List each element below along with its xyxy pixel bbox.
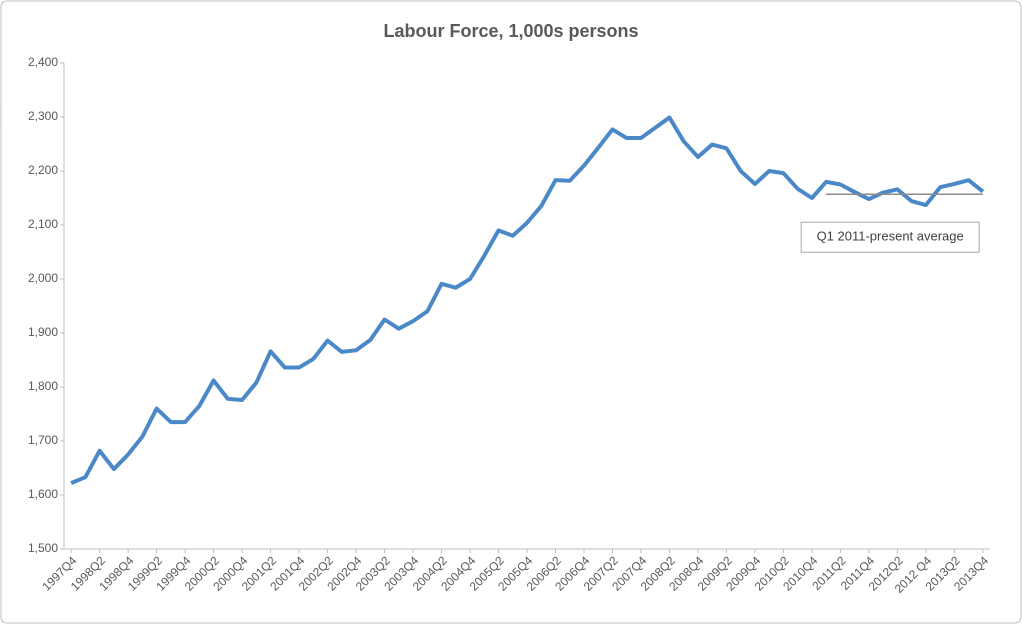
y-tick-label: 2,300 <box>28 109 58 123</box>
data-line <box>70 115 985 485</box>
y-tick-label: 1,500 <box>28 541 58 555</box>
annotation-label: Q1 2011-present average <box>817 229 964 244</box>
y-tick-label: 1,700 <box>28 433 58 447</box>
y-tick-label: 2,400 <box>28 55 58 69</box>
y-tick-label: 2,000 <box>28 271 58 285</box>
y-tick-label: 2,100 <box>28 217 58 231</box>
y-tick-label: 1,800 <box>28 379 58 393</box>
y-tick-label: 1,900 <box>28 325 58 339</box>
y-tick-label: 1,600 <box>28 487 58 501</box>
y-tick-label: 2,200 <box>28 163 58 177</box>
chart-title: Labour Force, 1,000s persons <box>383 21 638 41</box>
annotation-box <box>800 221 980 253</box>
